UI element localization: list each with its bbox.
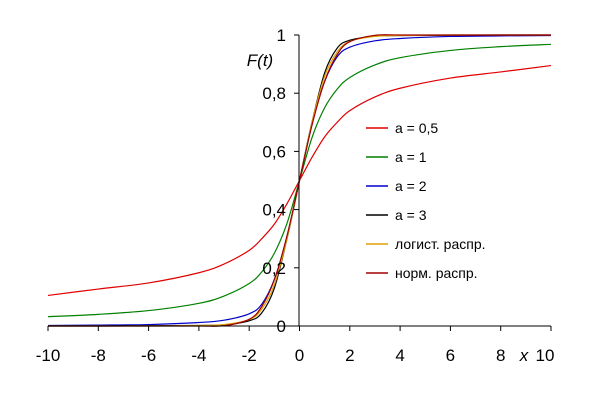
y-tick-label: 0 [277,317,286,336]
y-tick-label: 0,4 [262,201,286,220]
x-axis-label: x [519,346,529,365]
y-tick-label: 0,2 [262,259,286,278]
x-tick-label: 0 [295,346,304,365]
x-tick-label: -10 [36,346,61,365]
legend-label-4: a = 3 [395,207,427,223]
y-tick-labels: 0 0,2 0,4 0,6 0,8 1 [262,26,299,336]
x-tick-label: -2 [242,346,257,365]
x-tick-label: 6 [446,346,455,365]
x-tick-labels: -10 -8 -6 -4 -2 0 2 4 6 8 10 [36,326,555,365]
legend-label-6: норм. распр. [395,265,478,281]
legend-label-1: a = 0,5 [395,120,438,136]
y-tick-label: 0,8 [262,84,286,103]
axes [48,35,551,327]
legend: a = 0,5 a = 1 a = 2 a = 3 логист. распр. норм… [366,120,486,281]
x-tick-label: -6 [141,346,156,365]
x-tick-label: 10 [536,346,555,365]
x-tick-label: -8 [91,346,106,365]
x-tick-label: 8 [496,346,505,365]
y-axis-label: F(t) [247,51,273,70]
x-tick-label: -4 [191,346,206,365]
legend-label-5: логист. распр. [395,236,486,252]
y-tick-label: 0,6 [262,142,286,161]
x-tick-label: 2 [345,346,354,365]
legend-label-3: a = 2 [395,178,427,194]
legend-label-2: a = 1 [395,149,427,165]
y-tick-label: 1 [277,26,286,45]
x-tick-label: 4 [395,346,404,365]
